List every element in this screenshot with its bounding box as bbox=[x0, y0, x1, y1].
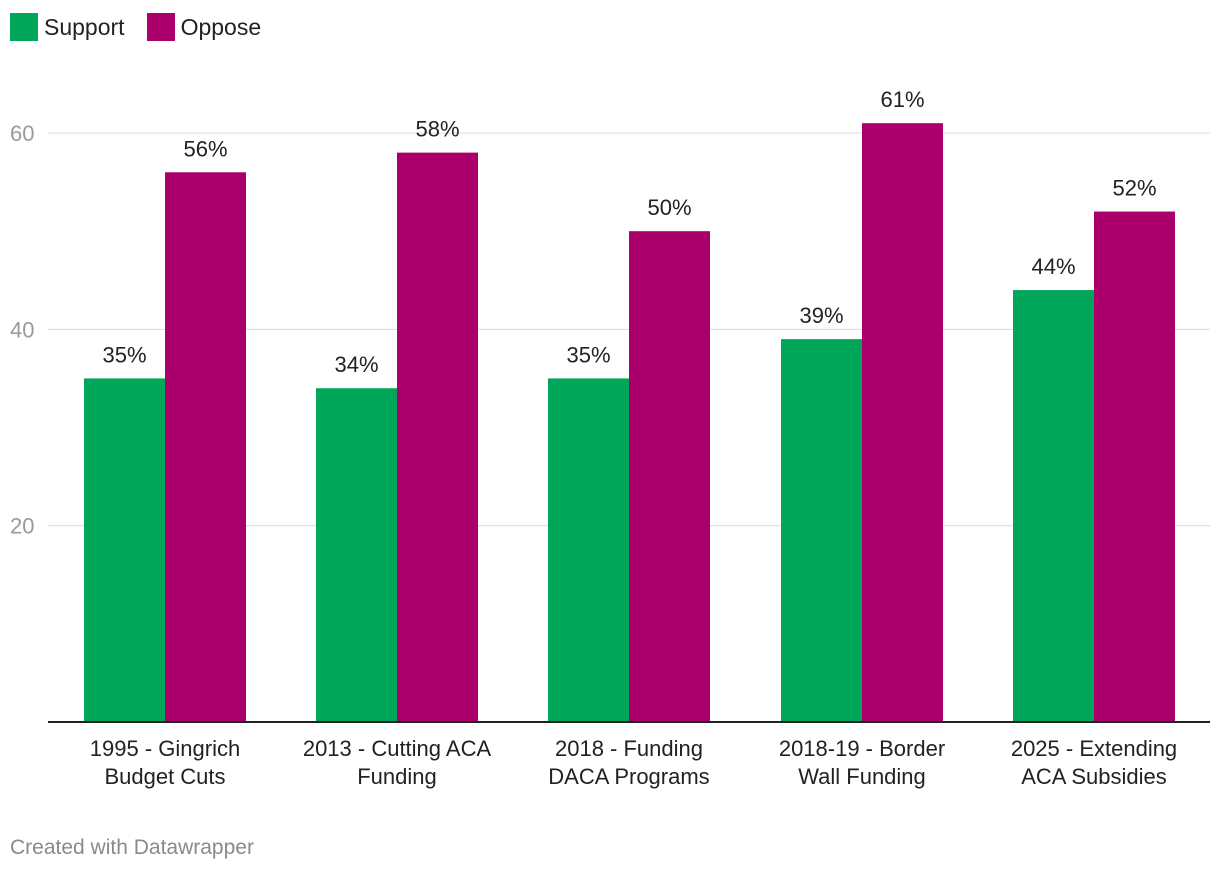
y-tick-label-20: 20 bbox=[10, 514, 34, 539]
bar-oppose-2 bbox=[629, 231, 710, 722]
x-tick-label-1-line-0: 2013 - Cutting ACA bbox=[303, 736, 492, 761]
x-tick-label-4-line-0: 2025 - Extending bbox=[1011, 736, 1177, 761]
bar-support-2 bbox=[548, 378, 629, 722]
legend-label-support: Support bbox=[44, 13, 125, 40]
bar-oppose-3 bbox=[862, 123, 943, 722]
x-tick-label-3-line-1: Wall Funding bbox=[798, 764, 926, 789]
chart-legend: Support Oppose bbox=[10, 13, 283, 41]
x-tick-label-1-line-1: Funding bbox=[357, 764, 437, 789]
bar-oppose-1 bbox=[397, 152, 478, 723]
value-label-oppose-0: 56% bbox=[183, 136, 227, 161]
value-label-support-4: 44% bbox=[1031, 254, 1075, 279]
bar-support-0 bbox=[84, 378, 165, 722]
footer-credit: Created with Datawrapper bbox=[10, 836, 254, 859]
legend-swatch-support bbox=[10, 13, 38, 41]
bar-oppose-0 bbox=[165, 172, 246, 722]
x-tick-label-4-line-1: ACA Subsidies bbox=[1021, 764, 1167, 789]
bar-support-1 bbox=[316, 388, 397, 722]
value-label-oppose-4: 52% bbox=[1112, 176, 1156, 201]
value-label-support-2: 35% bbox=[566, 342, 610, 367]
value-label-support-0: 35% bbox=[102, 342, 146, 367]
value-label-oppose-1: 58% bbox=[415, 117, 459, 142]
y-tick-label-40: 40 bbox=[10, 317, 34, 342]
bar-support-4 bbox=[1013, 290, 1094, 722]
x-tick-label-0-line-0: 1995 - Gingrich bbox=[90, 736, 240, 761]
legend-item-support: Support bbox=[10, 13, 125, 41]
legend-label-oppose: Oppose bbox=[180, 13, 262, 40]
value-label-support-3: 39% bbox=[799, 303, 843, 328]
y-tick-label-60: 60 bbox=[10, 121, 34, 146]
value-label-oppose-2: 50% bbox=[647, 195, 691, 220]
legend-swatch-oppose bbox=[146, 13, 175, 41]
value-label-oppose-3: 61% bbox=[880, 87, 924, 112]
bar-oppose-4 bbox=[1094, 211, 1175, 723]
legend-item-oppose: Oppose bbox=[146, 13, 262, 41]
x-tick-label-2-line-0: 2018 - Funding bbox=[555, 736, 703, 761]
bar-chart: 20 40 60 35% 34% 35% 39% 44% 56% 58% 50% 61% 52% 1995… bbox=[10, 87, 1210, 789]
x-tick-label-0-line-1: Budget Cuts bbox=[104, 764, 225, 789]
x-tick-label-3-line-0: 2018-19 - Border bbox=[779, 736, 945, 761]
value-label-support-1: 34% bbox=[334, 352, 378, 377]
x-tick-label-2-line-1: DACA Programs bbox=[548, 764, 709, 789]
bar-support-3 bbox=[781, 339, 862, 722]
